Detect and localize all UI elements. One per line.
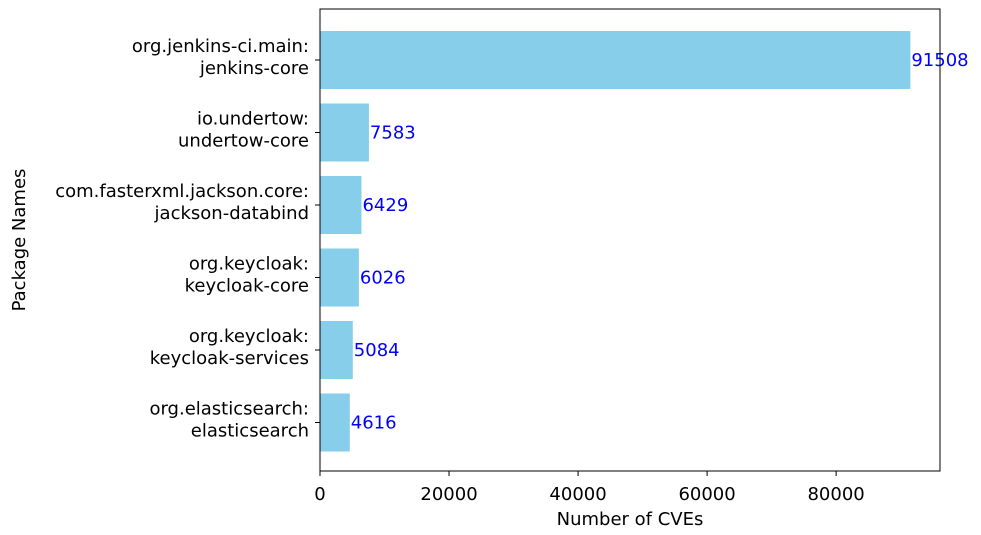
x-tick-label-2: 40000: [549, 484, 606, 505]
category-labels-group: org.jenkins-ci.main: jenkins-core io.under…: [55, 36, 320, 442]
plot-frame: [319, 8, 941, 472]
data-label-1: 7583: [370, 123, 416, 144]
x-tick-label-3: 60000: [678, 484, 735, 505]
bar-0: [320, 31, 911, 89]
x-tick-label-4: 80000: [807, 484, 864, 505]
x-tick-label-0: 0: [314, 484, 325, 505]
bar-5: [320, 393, 350, 452]
y-tick-label-4: org.keycloak: keycloak-services: [150, 326, 309, 369]
bar-2: [320, 176, 362, 234]
y-tick-label-0: org.jenkins-ci.main: jenkins-core: [132, 36, 309, 79]
data-label-3: 6026: [360, 268, 406, 289]
x-tick-label-1: 20000: [420, 484, 477, 505]
bar-3: [320, 248, 359, 307]
data-label-5: 4616: [351, 413, 397, 434]
y-tick-label-2: com.fasterxml.jackson.core: jackson-datab…: [55, 181, 309, 224]
y-tick-label-5: org.elasticsearch: elasticsearch: [149, 399, 309, 442]
data-label-4: 5084: [354, 340, 400, 361]
y-tick-label-1: io.undertow: undertow-core: [178, 109, 309, 152]
bar-4: [320, 321, 353, 379]
y-tick-label-3: org.keycloak: keycloak-core: [185, 254, 309, 297]
x-axis-label: Number of CVEs: [557, 509, 704, 530]
data-label-2: 6429: [362, 195, 408, 216]
bars-group: [320, 31, 911, 452]
bar-1: [320, 103, 369, 162]
y-axis-label: Package Names: [9, 169, 30, 312]
x-axis-ticks: 0 20000 40000 60000 80000: [314, 471, 865, 505]
